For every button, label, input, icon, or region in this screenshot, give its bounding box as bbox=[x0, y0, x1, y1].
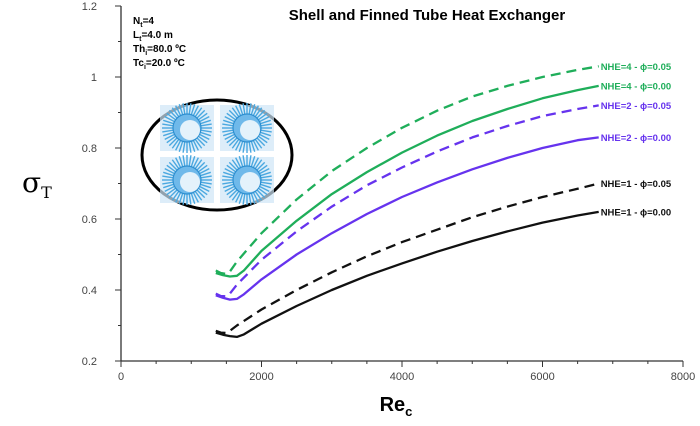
x-tick-label: 2000 bbox=[249, 371, 273, 383]
x-axis-label-main: Re bbox=[380, 394, 406, 416]
x-axis-label-sub: c bbox=[405, 404, 412, 419]
parameter-line: Tci=20.0 ºC bbox=[133, 58, 185, 71]
parameter-value: =4 bbox=[143, 16, 155, 27]
series-label: NHE=1 - ϕ=0.00 bbox=[601, 207, 672, 218]
series-label: NHE=4 - ϕ=0.05 bbox=[601, 62, 672, 73]
y-tick-label: 0.4 bbox=[82, 285, 97, 297]
parameter-line: Lt=4.0 m bbox=[133, 30, 173, 43]
parameter-value: =80.0 ºC bbox=[147, 44, 186, 55]
y-axis-label-main: σ bbox=[22, 166, 41, 199]
series-layer bbox=[215, 65, 599, 339]
axes: 0 2000 4000 6000 8000 0.2 0.4 0.6 0.8 1 1.2 Rec σT bbox=[22, 1, 695, 419]
parameter-symbol: Tc bbox=[133, 58, 144, 69]
parameter-line: Thi=80.0 ºC bbox=[133, 44, 186, 57]
x-tick-label: 4000 bbox=[390, 371, 414, 383]
finned-tube-illustration bbox=[140, 98, 294, 212]
parameter-symbol: Th bbox=[133, 44, 145, 55]
y-tick-label: 1 bbox=[91, 72, 97, 84]
parameter-symbol: L bbox=[133, 30, 139, 41]
parameter-subscript: i bbox=[145, 50, 147, 57]
y-tick-label: 0.8 bbox=[82, 143, 97, 155]
chart-title: Shell and Finned Tube Heat Exchanger bbox=[289, 7, 566, 24]
y-axis-label-sub: T bbox=[41, 183, 52, 202]
series-label: NHE=4 - ϕ=0.00 bbox=[601, 81, 672, 92]
parameter-subscript: t bbox=[140, 22, 143, 29]
series-label: NHE=2 - ϕ=0.05 bbox=[601, 101, 672, 112]
x-tick-label: 0 bbox=[118, 371, 124, 383]
x-tick-label: 8000 bbox=[671, 371, 695, 383]
series-line bbox=[215, 182, 599, 335]
parameter-line: Nt=4 bbox=[133, 16, 154, 29]
series-labels: NHE=4 - ϕ=0.05 NHE=4 - ϕ=0.00 NHE=2 - ϕ=0.… bbox=[601, 62, 672, 219]
y-axis-label: σT bbox=[22, 166, 52, 202]
finned-tube bbox=[220, 155, 274, 205]
series-label: NHE=2 - ϕ=0.00 bbox=[601, 133, 672, 144]
finned-tube bbox=[220, 103, 274, 153]
parameter-subscript: t bbox=[139, 36, 142, 43]
finned-tube bbox=[160, 155, 214, 205]
parameter-symbol: N bbox=[133, 16, 140, 27]
parameter-value: =20.0 ºC bbox=[146, 58, 185, 69]
series-line bbox=[215, 65, 599, 276]
series-line bbox=[215, 210, 599, 339]
finned-tube bbox=[160, 103, 214, 153]
x-tick-label: 6000 bbox=[530, 371, 554, 383]
series-label: NHE=1 - ϕ=0.05 bbox=[601, 179, 672, 190]
y-tick-label: 1.2 bbox=[82, 1, 97, 13]
parameter-subscript: i bbox=[144, 64, 146, 71]
series-line bbox=[215, 84, 599, 278]
y-tick-label: 0.6 bbox=[82, 214, 97, 226]
series-line bbox=[215, 136, 599, 301]
y-tick-label: 0.2 bbox=[82, 356, 97, 368]
parameter-value: =4.0 m bbox=[141, 30, 173, 41]
x-axis-label: Rec bbox=[380, 394, 413, 419]
